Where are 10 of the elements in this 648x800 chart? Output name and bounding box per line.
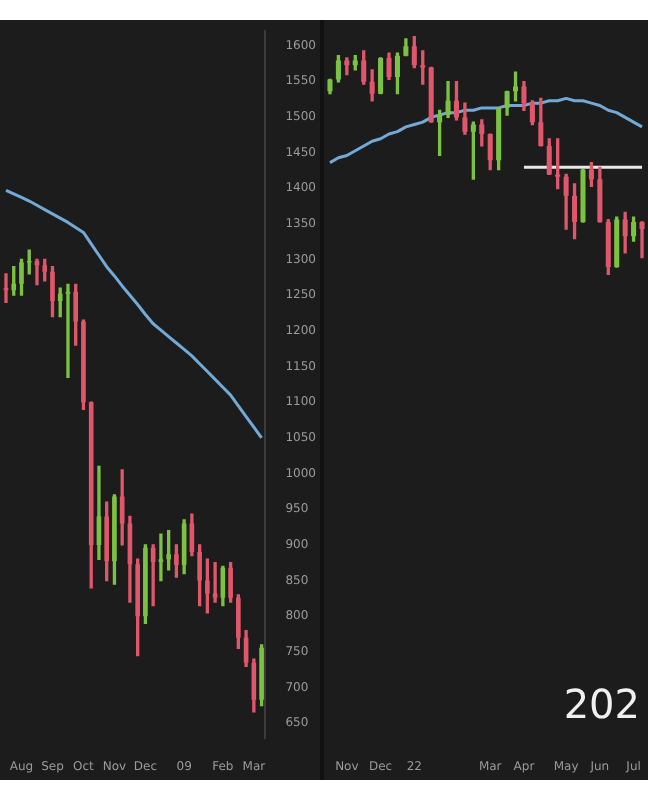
candlestick [174, 544, 179, 578]
candlestick [19, 258, 24, 296]
candlestick [112, 494, 117, 585]
candlestick [228, 562, 233, 603]
candlestick [158, 533, 164, 582]
candlestick [639, 221, 645, 259]
candlestick [205, 558, 210, 614]
text: 202 [563, 680, 640, 728]
candlestick [212, 562, 218, 603]
candlestick [50, 266, 55, 318]
